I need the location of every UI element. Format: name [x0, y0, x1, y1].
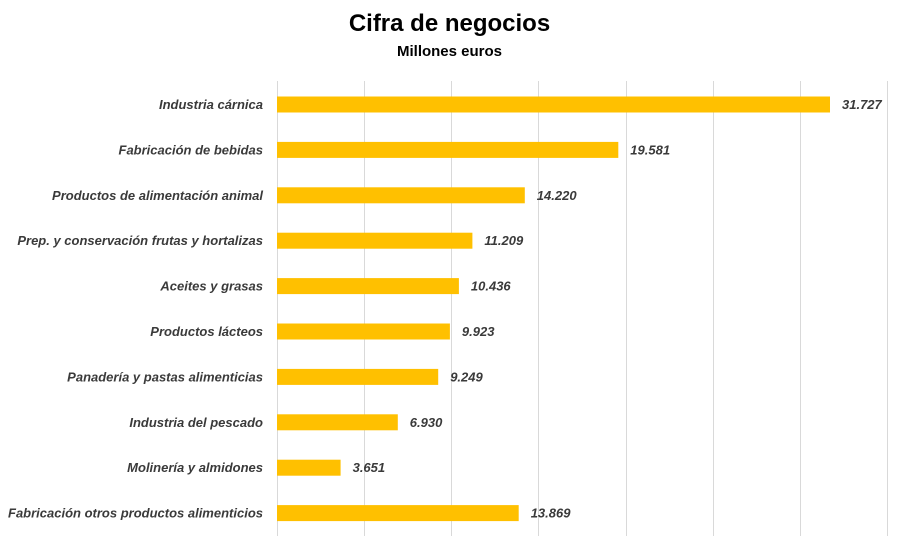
chart-subtitle: Millones euros: [396, 43, 503, 60]
bar: [277, 232, 473, 249]
category-label: Fabricación de bebidas: [119, 142, 264, 157]
data-label: 6.930: [410, 415, 443, 430]
category-label: Molinería y almidones: [127, 460, 263, 475]
bar: [277, 96, 830, 113]
category-label: Productos de alimentación animal: [52, 188, 263, 203]
data-label: 10.436: [471, 279, 512, 294]
bar: [277, 505, 519, 522]
bar: [277, 459, 341, 476]
category-label: Productos lácteos: [150, 324, 263, 339]
bar: [277, 368, 439, 385]
data-label: 19.581: [630, 142, 670, 157]
bar: [277, 323, 450, 340]
data-label: 11.209: [484, 233, 524, 248]
category-label: Industria cárnica: [159, 97, 263, 112]
data-label: 3.651: [353, 460, 386, 475]
category-label: Fabricación otros productos alimenticios: [8, 506, 263, 521]
category-label: Panadería y pastas alimenticias: [67, 369, 263, 384]
category-label: Industria del pescado: [129, 415, 263, 430]
bar: [277, 414, 398, 431]
data-label: 9.923: [462, 324, 495, 339]
category-label: Aceites y grasas: [159, 279, 263, 294]
bar: [277, 278, 459, 295]
bar: [277, 141, 619, 158]
data-label: 31.727: [842, 97, 883, 112]
category-label: Prep. y conservación frutas y hortalizas: [17, 233, 263, 248]
bar: [277, 187, 525, 204]
chart-title: Cifra de negocios: [348, 10, 551, 37]
data-label: 9.249: [450, 369, 483, 384]
data-label: 14.220: [537, 188, 578, 203]
data-label: 13.869: [531, 506, 572, 521]
